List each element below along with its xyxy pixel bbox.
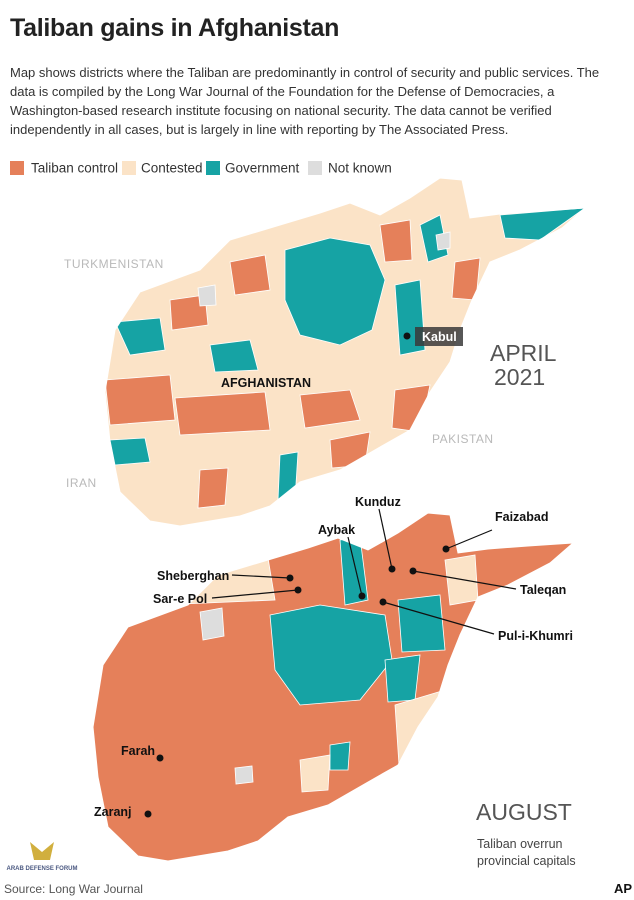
city-dot [403,332,411,340]
description: Map shows districts where the Taliban ar… [10,65,600,137]
legend-swatch [206,161,220,175]
watermark-text: ARAB DEFENSE FORUM [6,866,77,872]
legend-label: Taliban control [31,161,118,176]
watermark: ARAB DEFENSE FORUM [6,842,78,872]
watermark-emblem [30,842,54,860]
city-label: Taleqan [520,583,566,597]
region [199,607,225,641]
credit: AP [614,881,632,896]
country-label: PAKISTAN [432,432,494,446]
region [384,654,421,703]
region [435,231,451,251]
region [397,594,446,653]
region [234,765,254,785]
region [379,219,413,263]
region [329,741,351,771]
period-label: 2021 [494,364,545,390]
period-label: AUGUST [476,799,572,825]
leader-line [231,574,291,579]
region [391,384,431,433]
region [197,284,217,307]
region [394,689,446,781]
country-label: AFGHANISTAN [221,376,311,390]
legend-swatch [308,161,322,175]
legend: Taliban control Contested Government Not… [10,161,392,176]
legend-label: Contested [141,161,203,176]
title: Taliban gains in Afghanistan [10,14,340,42]
region [277,451,299,501]
region [197,467,229,509]
region [114,317,166,356]
region [299,389,361,429]
country-label: IRAN [66,476,97,490]
region [105,374,176,426]
leader-line [445,529,493,550]
leader-line [378,508,393,570]
region [419,214,449,263]
legend-label: Not known [328,161,392,176]
period-label: APRIL [490,340,557,366]
capital-label: Kabul [422,330,457,344]
leader-line [347,536,363,597]
city-label: Sar-e Pol [153,592,207,606]
legend-swatch [10,161,24,175]
region [451,257,481,301]
note: Taliban overrun [477,837,563,851]
leader-line [382,601,495,635]
region [229,254,271,296]
note: provincial capitals [477,854,576,868]
region [299,754,331,793]
map-april: TURKMENISTAN PAKISTAN IRAN AFGHANISTAN K… [64,177,586,527]
capital-box [415,327,463,346]
map-august: Kunduz Faizabad Aybak Sheberghan Sar-e P… [92,495,576,868]
city-dot [156,754,164,762]
city-label: Zaranj [94,805,132,819]
city-label: Farah [121,744,155,758]
region [269,604,393,706]
city-label: Kunduz [355,495,401,509]
source: Source: Long War Journal [4,882,143,896]
region [109,437,151,466]
region [209,339,259,373]
city-label: Pul-i-Khumri [498,629,573,643]
legend-swatch [122,161,136,175]
city-label: Aybak [318,523,355,537]
region [174,391,271,436]
city-dot [144,810,152,818]
legend-label: Government [225,161,300,176]
city-label: Faizabad [495,510,549,524]
city-markers [144,508,517,818]
city-label: Sheberghan [157,569,229,583]
leader-line [211,589,299,599]
country-label: TURKMENISTAN [64,257,164,271]
leader-line [412,570,517,590]
region [284,237,386,346]
region [169,294,209,331]
